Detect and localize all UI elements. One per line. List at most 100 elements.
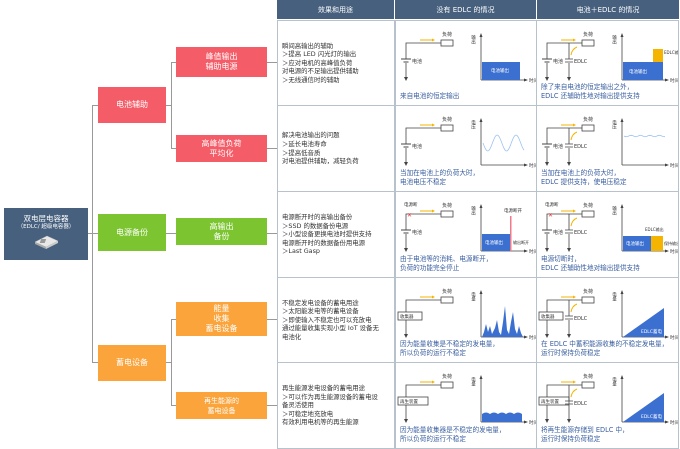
caption: 当加在电池上的负荷大时， 电池电压不稳定 bbox=[400, 169, 480, 186]
caption: 因为能量收集器是不稳定的发电量， 所以负荷的运行不稳定 bbox=[400, 426, 506, 443]
group-label: 电源备份 bbox=[116, 227, 148, 237]
usage-cell: 解决电池输出的问题 ＞延长电池寿命 ＞提高低音质 对电池提供辅助，减轻负荷 bbox=[277, 105, 395, 192]
svg-text:时间: 时间 bbox=[670, 162, 678, 169]
svg-text:输出断开: 输出断开 bbox=[513, 239, 529, 245]
svg-text:输出: 输出 bbox=[612, 34, 617, 46]
svg-text:电池: 电池 bbox=[412, 143, 422, 150]
svg-text:电量: 电量 bbox=[471, 291, 476, 303]
svg-text:输出: 输出 bbox=[471, 34, 476, 46]
svg-text:电压: 电压 bbox=[471, 119, 476, 131]
unstable-generation-spikes bbox=[482, 306, 523, 337]
svg-text:电池输出: 电池输出 bbox=[485, 239, 503, 246]
svg-text:负荷: 负荷 bbox=[442, 373, 452, 380]
svg-text:时间: 时间 bbox=[529, 162, 537, 169]
node-label: 能量 收集 蓄电设备 bbox=[205, 304, 238, 333]
svg-text:电源断: 电源断 bbox=[545, 201, 559, 208]
node-label: 峰值输出 辅助电源 bbox=[205, 52, 238, 71]
unstable-generation-wave bbox=[482, 412, 522, 422]
usage-text: 再生能源发电设备的蓄电用途 ＞可以作为再生能源设备的蓄电设 备灵活使用 ＞可稳定… bbox=[282, 384, 378, 427]
svg-text:EDLC输出: EDLC输出 bbox=[645, 226, 664, 232]
svg-text:EDLC: EDLC bbox=[574, 144, 588, 150]
svg-text:EDLC输出: EDLC输出 bbox=[664, 49, 678, 55]
node-label: 高峰值负荷 平均化 bbox=[201, 138, 242, 158]
caption: 由于电池等的消耗、电源断开， 负荷的功能完全停止 bbox=[400, 255, 493, 272]
root-node: 双电层电容器 （EDLC/ 超级电容器） bbox=[4, 208, 88, 260]
battery-output-bar bbox=[482, 62, 520, 80]
svg-text:时间: 时间 bbox=[670, 334, 678, 341]
svg-text:输出: 输出 bbox=[471, 205, 476, 217]
svg-text:✕: ✕ bbox=[407, 212, 412, 219]
caption: 除了来自电池的恒定输出之外， EDLC 还辅助性地对输出提供支持 bbox=[541, 83, 640, 100]
usage-text: 不稳定发电设备的蓄电用途 ＞太阳能发电等的蓄电设备 ＞即使输入不稳定也可以充放电… bbox=[282, 298, 379, 341]
svg-text:收集器: 收集器 bbox=[541, 313, 555, 320]
svg-text:电量: 电量 bbox=[612, 376, 617, 388]
svg-text:保持输出: 保持输出 bbox=[664, 240, 678, 246]
with-edlc-cell: 再生装置 负荷 EDLC 电量 时间 EDLC蓄电 将再生能源存储到 EDLC 中， 运行时… bbox=[536, 362, 679, 449]
caption: 当加在电池上的负荷大时， EDLC 提供支持，使电压稳定 bbox=[541, 169, 627, 186]
root-subtitle: （EDLC/ 超级电容器） bbox=[17, 224, 75, 230]
svg-text:电池输出: 电池输出 bbox=[629, 68, 647, 75]
without-edlc-cell: 收集器 负荷 电量时间因为能量收集是不稳定的发电量， 所以负荷的运行不稳定 bbox=[395, 277, 537, 363]
with-edlc-cell: 电池负荷EDLC输出时间电池输出EDLC输出除了来自电池的恒定输出之外， EDL… bbox=[536, 20, 679, 106]
svg-text:电量: 电量 bbox=[471, 376, 476, 388]
svg-text:✕: ✕ bbox=[548, 212, 553, 219]
edlc-charge-ramp bbox=[623, 308, 664, 337]
svg-text:时间: 时间 bbox=[670, 419, 678, 426]
stable-voltage-line bbox=[623, 134, 666, 138]
svg-text:负荷: 负荷 bbox=[442, 116, 452, 123]
svg-text:时间: 时间 bbox=[529, 248, 537, 255]
svg-text:负荷: 负荷 bbox=[583, 202, 593, 209]
node-regenerative-storage: 再生能源的 蓄电设备 bbox=[176, 392, 267, 419]
svg-text:输出: 输出 bbox=[612, 205, 617, 217]
header-label: 没有 EDLC 的情况 bbox=[436, 5, 495, 14]
svg-text:电池: 电池 bbox=[553, 143, 563, 150]
group-energy-storage: 蓄电设备 bbox=[98, 345, 166, 381]
caption: 电源切断时， EDLC 还辅助性地对输出提供支持 bbox=[541, 255, 640, 272]
with-edlc-cell: 收集器 负荷 EDLC 电量 时间 EDLC蓄电在 EDLC 中蓄积能源收集的不稳定发电量… bbox=[536, 277, 679, 363]
svg-text:电源断开: 电源断开 bbox=[504, 207, 522, 214]
svg-text:电池输出: 电池输出 bbox=[491, 67, 509, 74]
svg-text:EDLC: EDLC bbox=[574, 59, 588, 65]
svg-text:电量: 电量 bbox=[612, 291, 617, 303]
node-label: 再生能源的 蓄电设备 bbox=[204, 396, 239, 415]
node-high-output-backup: 高输出 备份 bbox=[176, 218, 267, 245]
edlc-charge-ramp bbox=[623, 393, 664, 422]
svg-text:再生装置: 再生装置 bbox=[400, 398, 418, 405]
svg-text:电压: 电压 bbox=[612, 119, 617, 131]
svg-text:电池: 电池 bbox=[553, 58, 563, 65]
svg-text:负荷: 负荷 bbox=[583, 31, 593, 38]
svg-text:时间: 时间 bbox=[529, 334, 537, 341]
svg-text:电池: 电池 bbox=[553, 229, 563, 236]
caption: 在 EDLC 中蓄积能源收集的不稳定发电量， 运行时保持负荷稳定 bbox=[541, 340, 669, 357]
svg-text:电池: 电池 bbox=[412, 229, 422, 236]
svg-text:EDLC蓄电: EDLC蓄电 bbox=[641, 328, 662, 335]
caption: 因为能量收集是不稳定的发电量， 所以负荷的运行不稳定 bbox=[400, 340, 499, 357]
node-peak-output: 峰值输出 辅助电源 bbox=[176, 47, 267, 77]
without-edlc-cell: 再生装置 负荷 电量时间因为能量收集器是不稳定的发电量， 所以负荷的运行不稳定 bbox=[395, 362, 537, 449]
usage-cell: 瞬间高输出的辅助 ＞提高 LED 闪光灯的输出 ＞应对电机的高峰值负荷 对电源的… bbox=[277, 20, 395, 106]
header-usage: 效果和用途 bbox=[277, 0, 394, 19]
caption: 来自电池的恒定输出 bbox=[400, 92, 460, 100]
group-label: 电池辅助 bbox=[116, 100, 148, 109]
bar-edlc-diagram: 电池负荷EDLC输出时间电池输出EDLC输出 bbox=[542, 31, 678, 84]
root-title: 双电层电容器 bbox=[23, 214, 69, 223]
svg-text:时间: 时间 bbox=[670, 248, 678, 255]
group-label: 蓄电设备 bbox=[116, 358, 148, 367]
svg-text:负荷: 负荷 bbox=[583, 288, 593, 295]
group-power-backup: 电源备份 bbox=[98, 214, 166, 251]
svg-text:收集器: 收集器 bbox=[400, 313, 414, 320]
group-battery-assist: 电池辅助 bbox=[98, 87, 166, 123]
header-label: 效果和用途 bbox=[318, 5, 353, 14]
